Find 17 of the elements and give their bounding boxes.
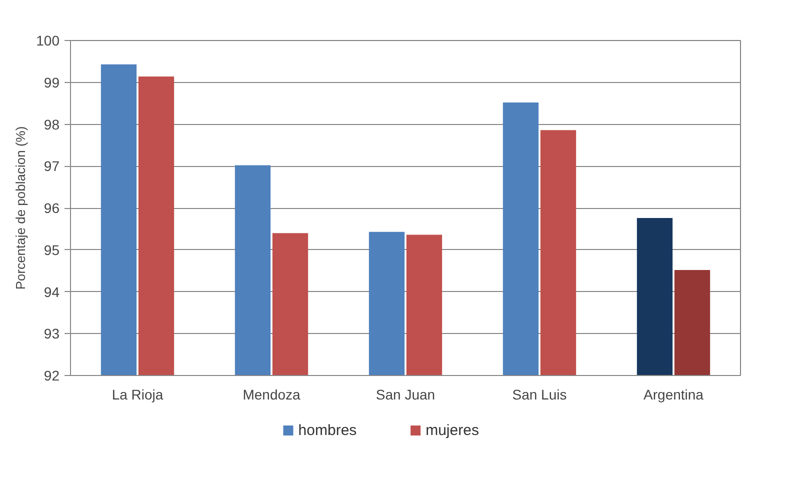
- y-tick-label: 96: [44, 200, 60, 216]
- y-tick-label: 98: [44, 116, 60, 132]
- x-tick-label: La Rioja: [112, 386, 164, 402]
- y-tick-label: 94: [44, 284, 60, 300]
- y-tick-label: 92: [44, 368, 60, 384]
- y-tick-label: 99: [44, 74, 60, 90]
- legend-label: hombres: [298, 422, 357, 439]
- y-axis-title: Porcentaje de poblacion (%): [13, 126, 28, 290]
- y-tick-label: 95: [44, 242, 60, 258]
- x-tick-label: Argentina: [644, 386, 704, 402]
- y-tick-label: 97: [44, 158, 60, 174]
- legend-label: mujeres: [426, 422, 479, 439]
- x-tick-label: San Luis: [512, 386, 567, 402]
- x-tick-label: Mendoza: [242, 386, 301, 402]
- y-tick-label: 100: [36, 32, 60, 48]
- y-tick-label: 93: [44, 326, 60, 342]
- x-tick-label: San Juan: [376, 386, 436, 402]
